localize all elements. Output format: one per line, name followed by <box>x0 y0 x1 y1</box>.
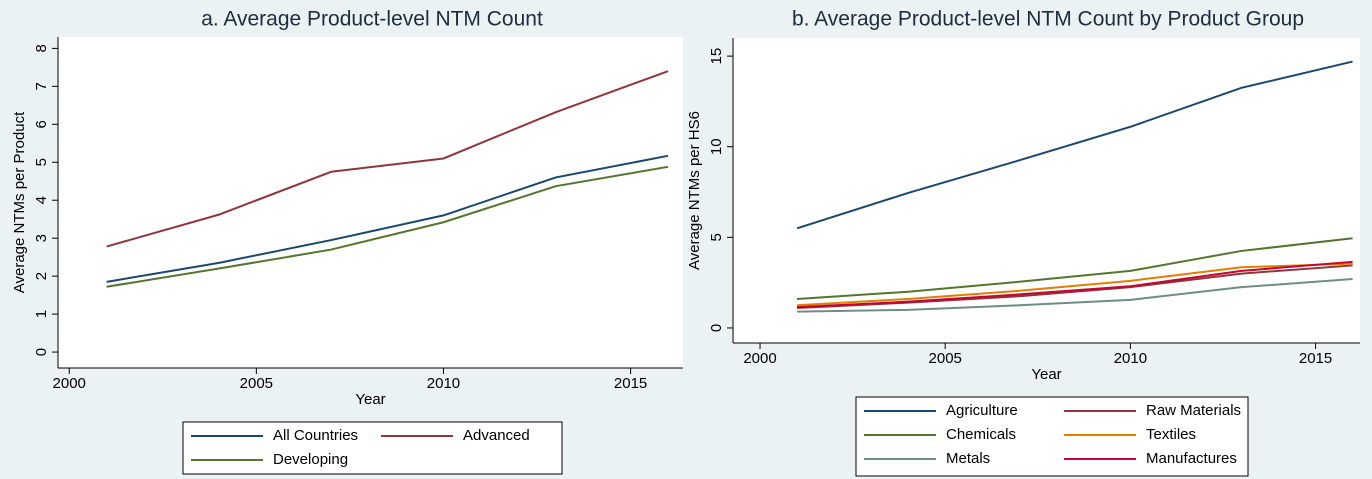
series-line <box>797 260 1353 309</box>
series-line <box>106 154 669 283</box>
x-tick-label: 2015 <box>614 375 647 392</box>
x-tick-label: 2010 <box>427 375 460 392</box>
legend-label: All Countries <box>273 427 358 444</box>
x-tick-label: 2005 <box>240 375 273 392</box>
y-tick-label: 15 <box>708 48 725 65</box>
y-axis-title: Average NTMs per Product <box>11 111 28 293</box>
y-tick-label: 10 <box>708 138 725 155</box>
y-tick-label: 1 <box>33 310 50 318</box>
chart-title: a. Average Product-level NTM Count <box>201 8 543 31</box>
legend-label: Agriculture <box>946 402 1018 419</box>
y-axis-title: Average NTMs per HS6 <box>686 111 703 270</box>
y-tick-label: 6 <box>33 120 50 128</box>
y-tick-label: 5 <box>33 158 50 166</box>
series-line <box>106 165 669 288</box>
legend-label: Textiles <box>1146 426 1196 443</box>
y-tick-label: 8 <box>33 44 50 52</box>
plot-area <box>58 37 683 368</box>
y-tick-label: 0 <box>708 324 725 332</box>
legend-label: Manufactures <box>1146 450 1237 467</box>
y-tick-label: 7 <box>33 82 50 90</box>
x-axis-title: Year <box>1031 366 1061 383</box>
x-tick-label: 2000 <box>53 375 86 392</box>
chart-title: b. Average Product-level NTM Count by Pr… <box>792 8 1304 31</box>
y-tick-label: 3 <box>33 234 50 242</box>
x-tick-label: 2000 <box>743 350 776 367</box>
series-line <box>797 262 1353 307</box>
series-line <box>106 70 669 248</box>
legend-label: Developing <box>273 451 348 468</box>
legend-box <box>182 421 563 475</box>
y-tick-label: 5 <box>708 233 725 241</box>
series-line <box>796 60 1353 230</box>
y-tick-label: 4 <box>33 196 50 204</box>
legend-label: Raw Materials <box>1146 402 1241 419</box>
x-axis-title: Year <box>355 391 385 408</box>
y-tick-label: 0 <box>33 348 50 356</box>
legend-label: Metals <box>946 450 990 467</box>
legend-label: Advanced <box>463 427 530 444</box>
series-line <box>797 278 1353 313</box>
x-tick-label: 2015 <box>1299 350 1332 367</box>
legend-label: Chemicals <box>946 426 1016 443</box>
y-tick-label: 2 <box>33 272 50 280</box>
series-line <box>797 237 1353 300</box>
x-tick-label: 2005 <box>929 350 962 367</box>
x-tick-label: 2010 <box>1114 350 1147 367</box>
